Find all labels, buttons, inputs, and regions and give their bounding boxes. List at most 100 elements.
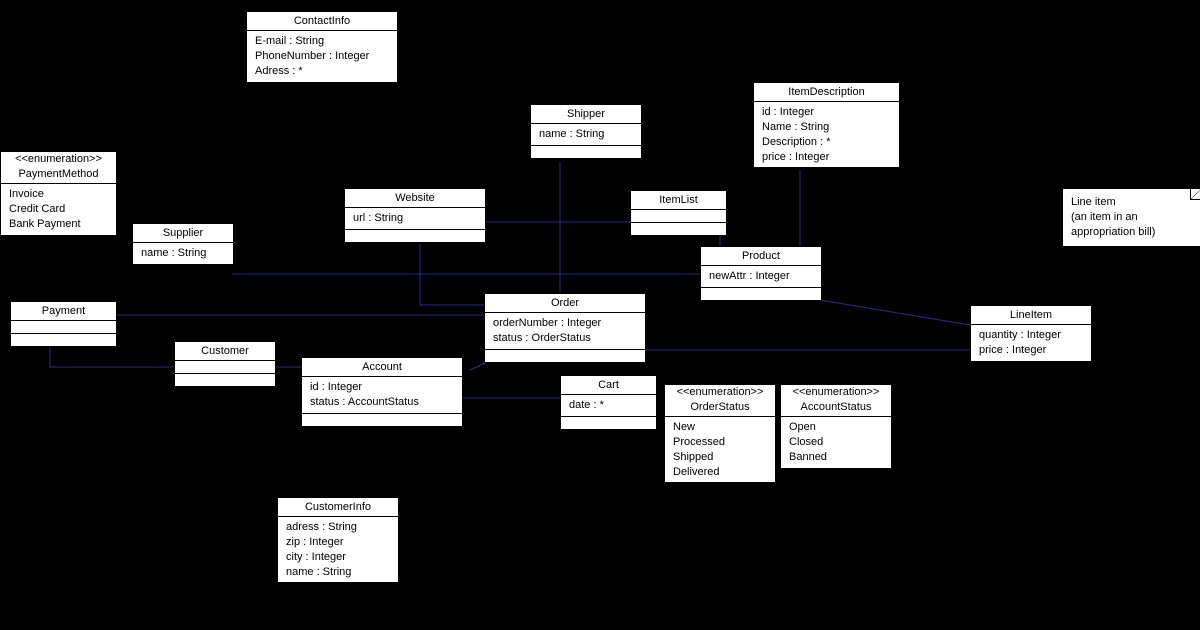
attribute: status : OrderStatus bbox=[493, 331, 637, 346]
class-AccountStatus: <<enumeration>>AccountStatusOpenClosedBa… bbox=[780, 384, 892, 469]
stereotype: <<enumeration>> bbox=[781, 385, 891, 398]
attributes: NewProcessedShippedDelivered bbox=[665, 417, 775, 482]
attribute: Bank Payment bbox=[9, 217, 108, 232]
attribute: name : String bbox=[141, 246, 225, 261]
class-Website: Website url : String bbox=[344, 188, 486, 243]
attributes bbox=[175, 361, 275, 374]
class-title: Payment bbox=[11, 302, 116, 321]
attributes: E-mail : StringPhoneNumber : IntegerAdre… bbox=[247, 31, 397, 82]
attribute: PhoneNumber : Integer bbox=[255, 49, 389, 64]
class-title: Product bbox=[701, 247, 821, 266]
attribute: city : Integer bbox=[286, 550, 390, 565]
attribute: adress : String bbox=[286, 520, 390, 535]
operations bbox=[175, 374, 275, 386]
class-Shipper: Shipper name : String bbox=[530, 104, 642, 159]
operations bbox=[11, 334, 116, 346]
class-OrderStatus: <<enumeration>>OrderStatusNewProcessedSh… bbox=[664, 384, 776, 483]
attributes: date : * bbox=[561, 395, 656, 417]
stereotype: <<enumeration>> bbox=[1, 152, 116, 165]
attribute: url : String bbox=[353, 211, 477, 226]
class-title: OrderStatus bbox=[665, 398, 775, 417]
attributes bbox=[11, 321, 116, 334]
note-fold-icon bbox=[1190, 189, 1200, 200]
attribute: price : Integer bbox=[762, 150, 891, 165]
attributes: id : Integerstatus : AccountStatus bbox=[302, 377, 462, 414]
attributes: id : IntegerName : StringDescription : *… bbox=[754, 102, 899, 167]
note-line: Line item bbox=[1071, 195, 1189, 210]
attribute: Name : String bbox=[762, 120, 891, 135]
operations bbox=[302, 414, 462, 426]
note-line: (an item in an bbox=[1071, 210, 1189, 225]
attributes: OpenClosedBanned bbox=[781, 417, 891, 468]
attributes: orderNumber : Integerstatus : OrderStatu… bbox=[485, 313, 645, 350]
attribute: name : String bbox=[539, 127, 633, 142]
operations bbox=[701, 288, 821, 300]
attributes: name : String bbox=[133, 243, 233, 264]
class-title: Shipper bbox=[531, 105, 641, 124]
class-title: Customer bbox=[175, 342, 275, 361]
note: Line item(an item in anappropriation bil… bbox=[1062, 188, 1200, 247]
attribute: Credit Card bbox=[9, 202, 108, 217]
attribute: Adress : * bbox=[255, 64, 389, 79]
class-title: Supplier bbox=[133, 224, 233, 243]
class-title: Account bbox=[302, 358, 462, 377]
class-ContactInfo: ContactInfoE-mail : StringPhoneNumber : … bbox=[246, 11, 398, 83]
attribute: Banned bbox=[789, 450, 883, 465]
operations bbox=[345, 230, 485, 242]
class-title: ItemList bbox=[631, 191, 726, 210]
operations bbox=[485, 350, 645, 362]
attribute: id : Integer bbox=[762, 105, 891, 120]
class-title: ItemDescription bbox=[754, 83, 899, 102]
note-line: appropriation bill) bbox=[1071, 225, 1189, 240]
attribute: date : * bbox=[569, 398, 648, 413]
attribute: price : Integer bbox=[979, 343, 1083, 358]
class-LineItem: LineItemquantity : Integerprice : Intege… bbox=[970, 305, 1092, 362]
class-title: Website bbox=[345, 189, 485, 208]
class-ItemList: ItemList bbox=[630, 190, 727, 236]
class-title: ContactInfo bbox=[247, 12, 397, 31]
attribute: Closed bbox=[789, 435, 883, 450]
attributes bbox=[631, 210, 726, 223]
class-ItemDescription: ItemDescriptionid : IntegerName : String… bbox=[753, 82, 900, 168]
attribute: id : Integer bbox=[310, 380, 454, 395]
uml-canvas: { "type": "uml-class-diagram", "backgrou… bbox=[0, 0, 1200, 630]
class-title: CustomerInfo bbox=[278, 498, 398, 517]
attribute: name : String bbox=[286, 565, 390, 580]
attributes: newAttr : Integer bbox=[701, 266, 821, 288]
class-Account: Accountid : Integerstatus : AccountStatu… bbox=[301, 357, 463, 427]
attributes: quantity : Integerprice : Integer bbox=[971, 325, 1091, 361]
attribute: Open bbox=[789, 420, 883, 435]
class-Customer: Customer bbox=[174, 341, 276, 387]
attribute: New bbox=[673, 420, 767, 435]
attribute: Processed bbox=[673, 435, 767, 450]
attributes: InvoiceCredit CardBank Payment bbox=[1, 184, 116, 235]
class-title: AccountStatus bbox=[781, 398, 891, 417]
operations bbox=[531, 146, 641, 158]
attribute: Shipped bbox=[673, 450, 767, 465]
attributes: name : String bbox=[531, 124, 641, 146]
class-CustomerInfo: CustomerInfoadress : Stringzip : Integer… bbox=[277, 497, 399, 583]
class-title: Cart bbox=[561, 376, 656, 395]
attributes: adress : Stringzip : Integercity : Integ… bbox=[278, 517, 398, 582]
operations bbox=[631, 223, 726, 235]
operations bbox=[561, 417, 656, 429]
class-title: Order bbox=[485, 294, 645, 313]
attribute: zip : Integer bbox=[286, 535, 390, 550]
attributes: url : String bbox=[345, 208, 485, 230]
stereotype: <<enumeration>> bbox=[665, 385, 775, 398]
class-title: PaymentMethod bbox=[1, 165, 116, 184]
class-Cart: Cart date : * bbox=[560, 375, 657, 430]
attribute: Description : * bbox=[762, 135, 891, 150]
attribute: status : AccountStatus bbox=[310, 395, 454, 410]
attribute: Delivered bbox=[673, 465, 767, 480]
class-Order: OrderorderNumber : Integerstatus : Order… bbox=[484, 293, 646, 363]
attribute: Invoice bbox=[9, 187, 108, 202]
class-PaymentMethod: <<enumeration>>PaymentMethodInvoiceCredi… bbox=[0, 151, 117, 236]
class-Product: ProductnewAttr : Integer bbox=[700, 246, 822, 301]
attribute: orderNumber : Integer bbox=[493, 316, 637, 331]
attribute: E-mail : String bbox=[255, 34, 389, 49]
class-Supplier: Supplier name : String bbox=[132, 223, 234, 265]
class-title: LineItem bbox=[971, 306, 1091, 325]
class-Payment: Payment bbox=[10, 301, 117, 347]
attribute: quantity : Integer bbox=[979, 328, 1083, 343]
